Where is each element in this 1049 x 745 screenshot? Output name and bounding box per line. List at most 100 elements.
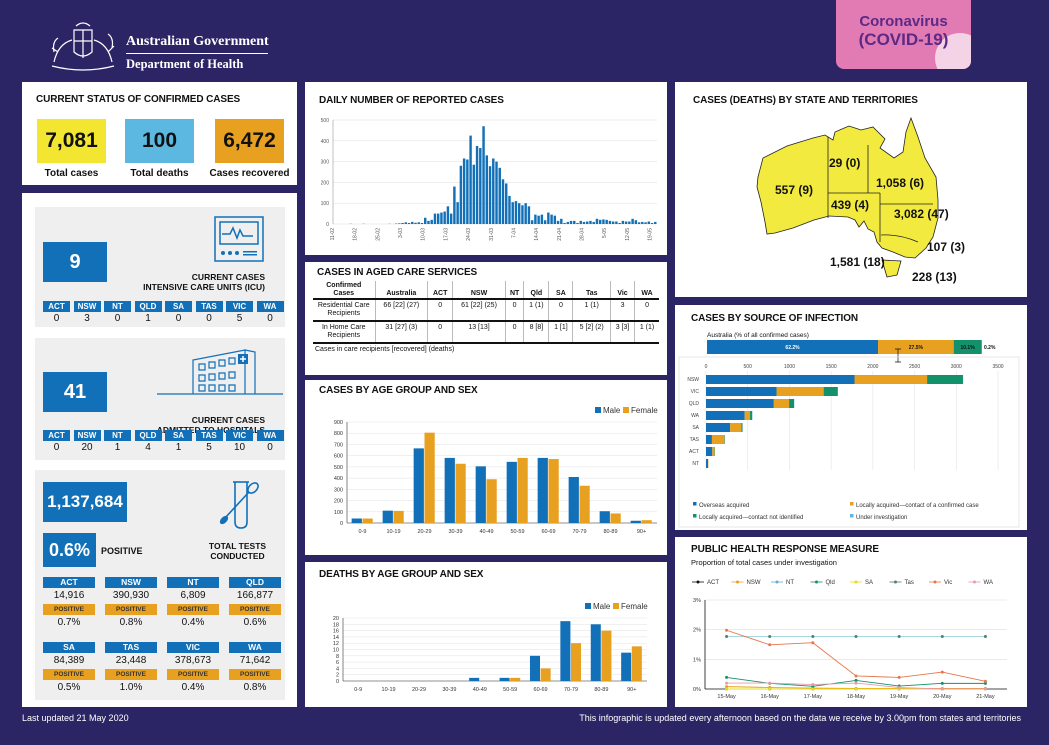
- y-category-label: WA: [691, 413, 700, 419]
- test-state-positive-rate: 0.4%: [181, 682, 205, 693]
- x-tick-label: 40-49: [479, 529, 493, 535]
- table-cell: 1 (1): [572, 299, 611, 322]
- bar: [569, 220, 573, 224]
- x-tick-label: 90+: [637, 529, 646, 535]
- y-tick-label: 10: [333, 648, 339, 654]
- data-point: [897, 634, 901, 638]
- data-point: [940, 634, 944, 638]
- bar: [527, 206, 531, 224]
- table-cell: 31 [27] (3): [374, 321, 428, 344]
- positive-rate-value: 0.6%: [43, 533, 96, 567]
- tests-section: 1,137,684 0.6% POSITIVE TOTAL TESTS COND…: [35, 470, 285, 700]
- x-tick-label: 10-19: [382, 687, 396, 693]
- bar: [436, 213, 440, 224]
- bar-female: [601, 630, 612, 681]
- legend-swatch: [693, 502, 697, 506]
- bar: [579, 220, 582, 224]
- bar: [589, 220, 592, 224]
- positive-tag: POSITIVE: [229, 604, 281, 615]
- bar-female: [393, 510, 404, 523]
- legend-label: Tas: [905, 580, 914, 586]
- aged-care-table: Confirmed Cases Australia ACT NSW NT Qld SA Tas…: [313, 281, 659, 356]
- hospital-building-icon: [157, 349, 283, 395]
- x-tick-label: 1000: [784, 364, 795, 370]
- bar-female: [548, 459, 559, 523]
- state-label: VIC: [226, 301, 253, 312]
- data-point: [854, 674, 858, 678]
- x-tick-label: 30-39: [448, 529, 462, 535]
- x-tick-label: 21-04: [557, 228, 563, 241]
- state-label: SA: [165, 301, 192, 312]
- monitor-icon: [214, 216, 264, 262]
- y-tick-label: 20: [333, 616, 339, 622]
- mainland-shape: [756, 116, 939, 259]
- bar: [524, 203, 527, 224]
- test-state-label: NT: [167, 577, 219, 588]
- legend-swatch: [585, 603, 591, 609]
- y-tick-label: 400: [321, 139, 330, 145]
- total-deaths-label: Total deaths: [130, 168, 189, 179]
- x-tick-label: 21-May: [976, 694, 995, 700]
- state-value: 0: [267, 442, 273, 453]
- source-panel: CASES BY SOURCE OF INFECTION Australia (…: [675, 305, 1027, 530]
- chart-frame: [678, 356, 1020, 528]
- text-cursor-icon: [895, 348, 901, 363]
- state-value: 10: [233, 442, 246, 453]
- tasmania-shape: [881, 259, 902, 278]
- badge-line1: Coronavirus: [859, 13, 948, 30]
- y-category-label: NT: [692, 461, 699, 467]
- x-tick-label: 11-02: [330, 228, 336, 241]
- data-point: [811, 641, 815, 645]
- bar: [634, 220, 638, 224]
- table-cell: 1 (1): [523, 299, 549, 322]
- bar: [624, 221, 628, 224]
- x-tick-label: 3000: [951, 364, 962, 370]
- y-tick-label: 3%: [693, 598, 701, 604]
- table-cell: 66 [22] (27): [374, 299, 428, 322]
- state-value: 0: [267, 313, 273, 324]
- state-label: WA: [256, 301, 284, 312]
- bar-male: [560, 621, 571, 681]
- table-cell: 13 [13]: [452, 321, 506, 344]
- legend-swatch: [693, 514, 697, 518]
- bar: [414, 222, 417, 224]
- y-tick-label: 2%: [693, 628, 701, 634]
- legend-marker: [854, 580, 858, 584]
- bar-segment: [706, 375, 855, 384]
- legend-label: ACT: [707, 580, 719, 586]
- test-state-positive-rate: 0.4%: [181, 617, 205, 628]
- data-point: [725, 685, 729, 689]
- x-tick-label: 0-9: [359, 529, 367, 535]
- x-tick-label: 50-59: [510, 529, 524, 535]
- bar: [621, 220, 625, 224]
- bar-male: [382, 510, 393, 523]
- test-state-positive-rate: 0.8%: [119, 617, 143, 628]
- x-tick-label: 25-02: [375, 228, 381, 241]
- bar: [398, 223, 401, 224]
- table-cell: 0: [427, 321, 453, 344]
- state-value: 1: [175, 442, 182, 453]
- bar: [466, 159, 469, 224]
- x-tick-label: 10-19: [386, 529, 400, 535]
- x-tick-label: 17-May: [804, 694, 823, 700]
- state-label-act: 107 (3): [927, 240, 965, 254]
- y-category-label: SA: [692, 425, 699, 431]
- bar-female: [571, 643, 582, 681]
- bar: [547, 212, 550, 224]
- test-state-count: 378,673: [174, 655, 212, 666]
- x-tick-label: 15-May: [717, 694, 736, 700]
- state-label: NT: [104, 430, 131, 441]
- column-header: WA: [634, 281, 659, 300]
- aged-footnote: Cases in care recipients [recovered] (de…: [315, 346, 455, 353]
- map-title: CASES (DEATHS) BY STATE AND TERRITORIES: [693, 95, 918, 106]
- test-state-count: 84,389: [53, 655, 85, 666]
- state-value: 1: [114, 442, 121, 453]
- bar-segment: [712, 447, 715, 456]
- data-point: [725, 687, 729, 691]
- positive-label: POSITIVE: [101, 546, 143, 556]
- bar: [462, 158, 466, 224]
- bar: [530, 220, 534, 224]
- data-point: [768, 681, 772, 685]
- bar: [417, 222, 420, 224]
- data-point: [725, 634, 729, 638]
